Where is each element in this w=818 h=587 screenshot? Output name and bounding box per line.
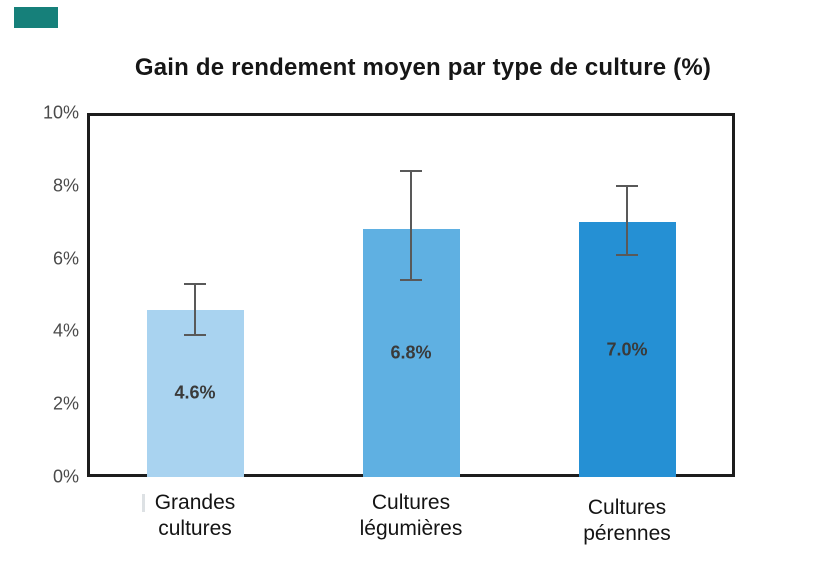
- x-axis-label-line: Cultures: [371, 491, 451, 514]
- y-axis-tick-label: 0%: [52, 466, 79, 487]
- corner-marker: [14, 7, 58, 28]
- error-bar-cap: [184, 283, 206, 286]
- x-axis-label: Cultures pérennes: [527, 495, 727, 547]
- bar: [146, 309, 244, 477]
- x-axis-label: Grandes cultures: [95, 490, 295, 542]
- error-bar-cap: [400, 170, 422, 173]
- y-axis-tick-label: 2%: [52, 393, 79, 414]
- y-axis-tick-label: 6%: [52, 248, 79, 269]
- bar-value-label: 4.6%: [174, 382, 216, 403]
- x-axis-label-line: Cultures: [587, 496, 667, 519]
- x-axis-label-line: légumières: [359, 517, 463, 540]
- y-axis-tick-label: 10%: [42, 102, 79, 123]
- y-axis-tick-label: 8%: [52, 175, 79, 196]
- x-axis-label: Cultures légumières: [311, 490, 511, 542]
- axis-artifact-tick: [142, 494, 145, 512]
- x-axis-label-line: pérennes: [583, 522, 671, 545]
- x-axis-label-line: Grandes: [154, 491, 236, 514]
- chart-title: Gain de rendement moyen par type de cult…: [134, 54, 712, 81]
- error-bar-line: [626, 185, 628, 255]
- bar-value-label: 6.8%: [390, 342, 432, 363]
- y-axis-tick-label: 4%: [52, 320, 79, 341]
- error-bar-cap: [184, 334, 206, 337]
- error-bar-cap: [616, 253, 638, 256]
- x-axis-label-line: cultures: [158, 517, 232, 540]
- error-bar-line: [410, 171, 412, 281]
- error-bar-cap: [616, 184, 638, 187]
- error-bar-line: [194, 284, 196, 336]
- bar: [578, 222, 676, 477]
- bar-value-label: 7.0%: [606, 339, 648, 360]
- error-bar-cap: [400, 279, 422, 282]
